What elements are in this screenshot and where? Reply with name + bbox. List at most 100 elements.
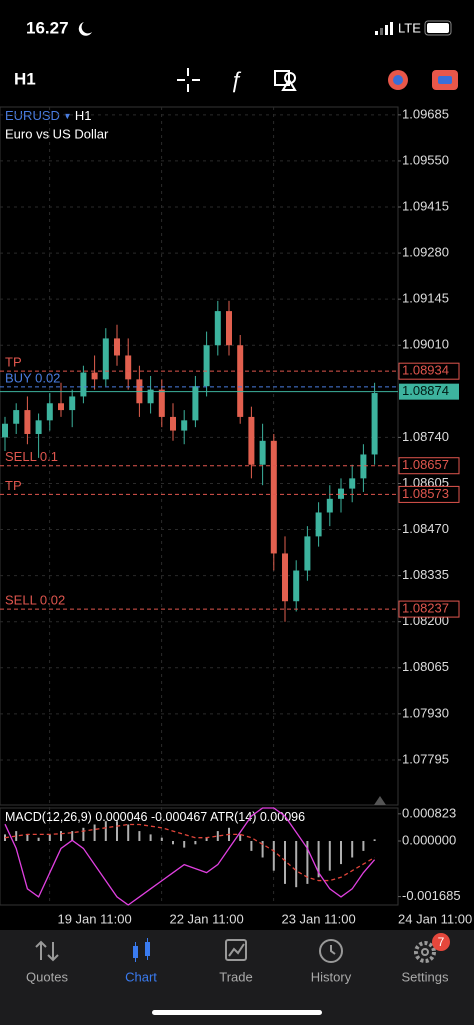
candle-body <box>237 345 244 417</box>
chart-icon[interactable] <box>133 938 150 962</box>
candle <box>13 403 20 434</box>
macd-bar <box>138 831 141 841</box>
macd-bar <box>216 831 219 841</box>
signals-button[interactable] <box>388 70 408 90</box>
candle-body <box>371 393 378 455</box>
indicators-button[interactable]: ƒ <box>230 67 242 92</box>
price-tag-label: 1.08657 <box>402 457 449 472</box>
macd-bar <box>340 840 342 865</box>
trading-button[interactable] <box>432 70 458 90</box>
candle <box>192 375 199 428</box>
macd-bar <box>26 834 29 841</box>
history-icon[interactable] <box>319 939 343 963</box>
chart-frame <box>0 106 399 806</box>
candle <box>102 328 109 387</box>
y-tick-label: 1.09145 <box>402 291 449 306</box>
battery-icon <box>424 20 452 36</box>
macd-bar <box>37 837 40 841</box>
tab-label[interactable]: Trade <box>219 969 252 984</box>
candle-body <box>35 420 42 434</box>
quotes-icon[interactable] <box>35 940 59 962</box>
candle <box>58 382 64 417</box>
badge-count: 7 <box>438 935 445 949</box>
macd-bar <box>60 831 62 841</box>
candle <box>270 433 277 571</box>
y-tick-label: 1.08470 <box>402 521 449 536</box>
candle <box>259 423 266 486</box>
dropdown-arrow[interactable]: ▼ <box>63 111 72 121</box>
y-tick-label: -0.001685 <box>402 888 461 903</box>
moon-icon <box>78 22 92 36</box>
x-tick-label: 22 Jan 11:00 <box>169 911 243 926</box>
macd-bar <box>205 837 208 841</box>
macd-bar <box>239 834 242 841</box>
price-tag-label: 1.08237 <box>402 601 449 616</box>
candle-body <box>80 372 87 397</box>
tab-label[interactable]: Chart <box>125 969 157 984</box>
candle <box>170 403 176 441</box>
macd-bar <box>295 840 298 888</box>
order-label: BUY 0.02 <box>5 370 60 385</box>
trade-icon[interactable] <box>225 939 247 961</box>
candle-body <box>270 440 277 554</box>
macd-bar <box>15 831 18 841</box>
macd-bar <box>362 840 365 851</box>
candle <box>304 526 311 581</box>
candle-body <box>360 454 367 479</box>
macd-bar <box>160 837 163 841</box>
crosshair-button[interactable] <box>177 68 200 92</box>
macd-bar <box>250 840 253 851</box>
macd-bar <box>183 840 186 848</box>
candle-body <box>102 338 109 380</box>
order-label: SELL 0.1 <box>5 449 58 464</box>
tab-label[interactable]: History <box>311 969 352 984</box>
candle <box>360 444 367 493</box>
candle <box>326 485 333 527</box>
candle-body <box>91 372 98 380</box>
candle <box>226 300 232 356</box>
order-label: TP <box>5 478 22 493</box>
home-indicator <box>152 1010 322 1015</box>
candle-body <box>2 423 8 438</box>
candle-body <box>259 440 266 465</box>
scroll-marker <box>374 796 386 805</box>
candle-body <box>158 389 165 417</box>
status-time: 16.27 <box>26 18 69 37</box>
y-tick-label: 1.09280 <box>402 245 449 260</box>
y-tick-label: 1.07930 <box>402 705 449 720</box>
candle-body <box>181 420 188 431</box>
x-tick-label: 23 Jan 11:00 <box>281 911 355 926</box>
signal-icon <box>375 22 393 35</box>
macd-bar <box>82 827 85 841</box>
y-tick-label: 0.000000 <box>402 832 456 847</box>
tab-bar <box>0 930 474 1025</box>
macd-bar <box>104 821 107 841</box>
candle-body <box>338 488 344 499</box>
candle-body <box>304 536 311 571</box>
candle <box>24 396 31 445</box>
tab-label[interactable]: Quotes <box>26 969 68 984</box>
candle-body <box>147 389 154 404</box>
tab-label[interactable]: Settings <box>402 969 449 984</box>
macd-bar <box>272 840 275 871</box>
candle <box>293 560 300 612</box>
settings-icon[interactable] <box>414 941 436 963</box>
macd-bar <box>48 834 51 841</box>
y-tick-label: 1.08740 <box>402 429 449 444</box>
candle <box>214 300 221 356</box>
symbol-timeframe: H1 <box>75 108 92 123</box>
y-tick-label: 1.09685 <box>402 106 449 121</box>
y-tick-label: 1.08335 <box>402 567 449 582</box>
timeframe-button[interactable]: H1 <box>14 69 36 88</box>
signal-value: -0.000467 <box>151 810 207 824</box>
candle <box>338 478 344 513</box>
candle-body <box>24 410 31 434</box>
macd-bar <box>93 824 96 841</box>
bid-tag <box>399 383 459 400</box>
objects-button[interactable] <box>274 70 297 91</box>
network-label: LTE <box>398 20 421 35</box>
candle <box>80 365 87 404</box>
candle <box>203 331 210 397</box>
candle <box>46 393 53 431</box>
